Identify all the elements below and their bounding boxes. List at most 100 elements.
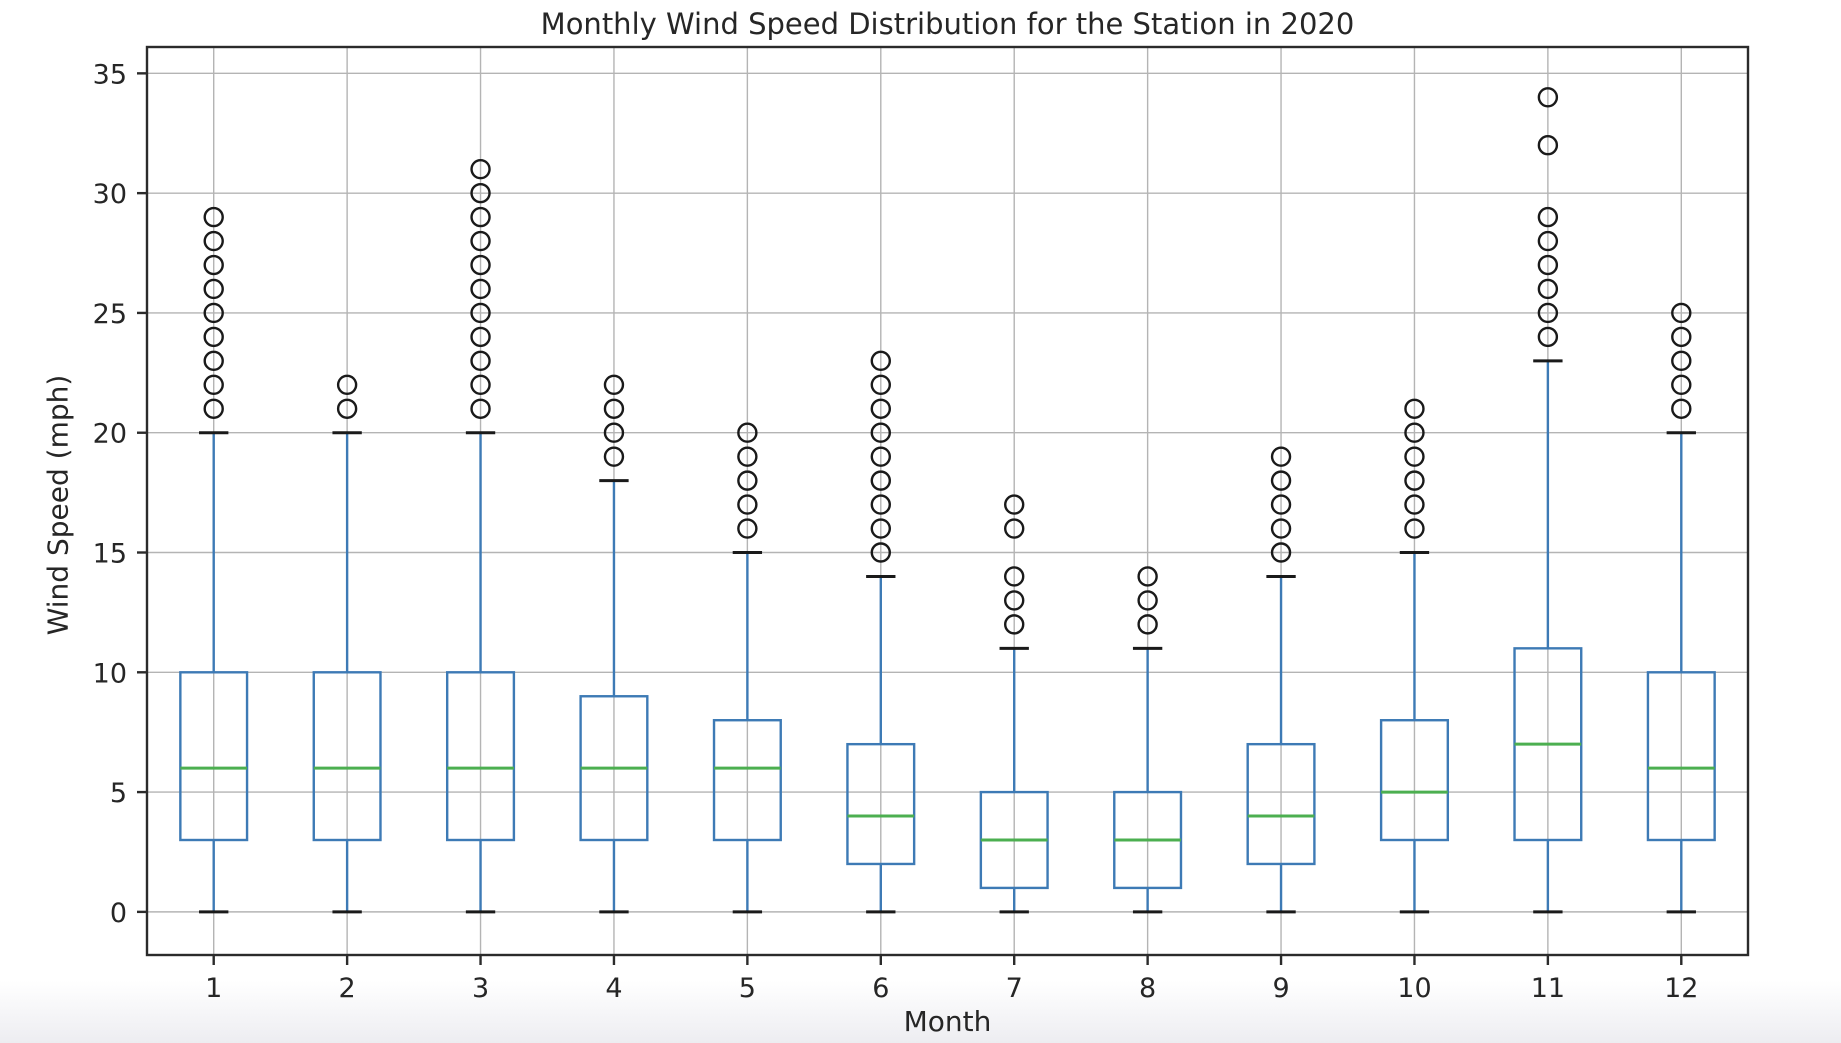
outlier-point xyxy=(203,302,224,324)
outlier-point xyxy=(1404,470,1425,491)
y-tick-label: 15 xyxy=(93,539,127,570)
outlier-point xyxy=(870,542,891,563)
x-tick-label: 1 xyxy=(205,973,222,1004)
outlier-point xyxy=(470,278,491,300)
outlier-point xyxy=(470,398,491,419)
x-tick-label: 2 xyxy=(339,973,356,1004)
y-tick-label: 0 xyxy=(110,898,127,929)
box xyxy=(1379,719,1450,842)
outlier-point xyxy=(1671,326,1692,348)
outlier-point xyxy=(1537,206,1559,228)
box xyxy=(312,671,382,842)
outlier-point xyxy=(737,470,758,491)
outlier-point xyxy=(870,422,891,443)
outlier-point xyxy=(203,374,224,396)
outlier-point xyxy=(203,230,224,252)
outlier-point xyxy=(737,518,758,539)
x-tick-label: 6 xyxy=(872,973,889,1004)
outlier-point xyxy=(1004,566,1025,587)
outlier-point xyxy=(1270,470,1292,491)
outlier-point xyxy=(1004,614,1025,635)
box xyxy=(445,671,516,842)
outlier-point xyxy=(1671,302,1692,324)
outlier-point xyxy=(1537,87,1559,108)
x-tick-label: 7 xyxy=(1006,973,1023,1004)
outlier-point xyxy=(336,374,358,396)
y-tick-label: 25 xyxy=(93,299,127,330)
outlier-point xyxy=(1004,590,1025,611)
chart-title: Monthly Wind Speed Distribution for the … xyxy=(540,7,1355,41)
box xyxy=(712,719,782,842)
outlier-point xyxy=(1270,518,1292,539)
outlier-point xyxy=(470,158,491,180)
outlier-point xyxy=(870,374,891,396)
box xyxy=(846,742,916,866)
outlier-point xyxy=(737,446,758,467)
x-tick-label: 8 xyxy=(1139,973,1156,1004)
x-tick-label: 12 xyxy=(1664,973,1698,1004)
outlier-point xyxy=(870,494,891,515)
x-axis-label: Month xyxy=(903,1005,992,1038)
outlier-point xyxy=(1404,446,1425,467)
outlier-point xyxy=(603,374,625,396)
plot-border xyxy=(145,45,1750,957)
outlier-point xyxy=(1671,350,1692,372)
outlier-point xyxy=(470,374,491,396)
outlier-point xyxy=(1537,326,1559,348)
y-tick-label: 20 xyxy=(93,419,127,450)
outlier-point xyxy=(203,326,224,348)
x-tick-label: 5 xyxy=(739,973,756,1004)
outlier-point xyxy=(737,422,758,443)
outlier-point xyxy=(203,278,224,300)
outlier-point xyxy=(870,470,891,491)
outlier-point xyxy=(737,494,758,515)
outlier-point xyxy=(1137,590,1158,611)
box xyxy=(1646,671,1716,842)
outlier-point xyxy=(203,398,224,419)
outlier-point xyxy=(470,254,491,276)
outlier-point xyxy=(1137,566,1158,587)
outlier-point xyxy=(203,350,224,372)
outlier-point xyxy=(203,206,224,228)
outlier-point xyxy=(470,182,491,204)
y-tick-label: 30 xyxy=(93,179,127,210)
outlier-point xyxy=(1537,254,1559,276)
outlier-point xyxy=(1404,518,1425,539)
outlier-point xyxy=(470,350,491,372)
x-tick-label: 4 xyxy=(605,973,622,1004)
outlier-point xyxy=(870,518,891,539)
x-tick-label: 11 xyxy=(1531,973,1565,1004)
outlier-point xyxy=(1537,302,1559,324)
outlier-point xyxy=(1270,494,1292,515)
outlier-point xyxy=(470,302,491,324)
outlier-point xyxy=(870,446,891,467)
outlier-point xyxy=(1537,278,1559,300)
outlier-point xyxy=(470,326,491,348)
outlier-point xyxy=(203,254,224,276)
outlier-point xyxy=(1137,614,1158,635)
outlier-point xyxy=(1671,398,1692,419)
x-tick-label: 3 xyxy=(472,973,489,1004)
box xyxy=(1246,742,1316,866)
outlier-point xyxy=(470,230,491,252)
outlier-point xyxy=(603,398,625,419)
outlier-point xyxy=(1404,398,1425,419)
outlier-point xyxy=(603,446,625,467)
outlier-point xyxy=(870,398,891,419)
y-tick-label: 35 xyxy=(93,59,127,90)
outlier-point xyxy=(1537,135,1559,156)
y-tick-label: 10 xyxy=(93,658,127,689)
outlier-point xyxy=(603,422,625,443)
outlier-point xyxy=(1270,542,1292,563)
outlier-point xyxy=(1404,422,1425,443)
y-tick-label: 5 xyxy=(110,778,127,809)
x-tick-label: 10 xyxy=(1397,973,1431,1004)
outlier-point xyxy=(1004,494,1025,515)
outlier-point xyxy=(1270,446,1292,467)
outlier-point xyxy=(1004,518,1025,539)
outlier-point xyxy=(1537,230,1559,252)
outlier-point xyxy=(1404,494,1425,515)
outlier-point xyxy=(336,398,358,419)
